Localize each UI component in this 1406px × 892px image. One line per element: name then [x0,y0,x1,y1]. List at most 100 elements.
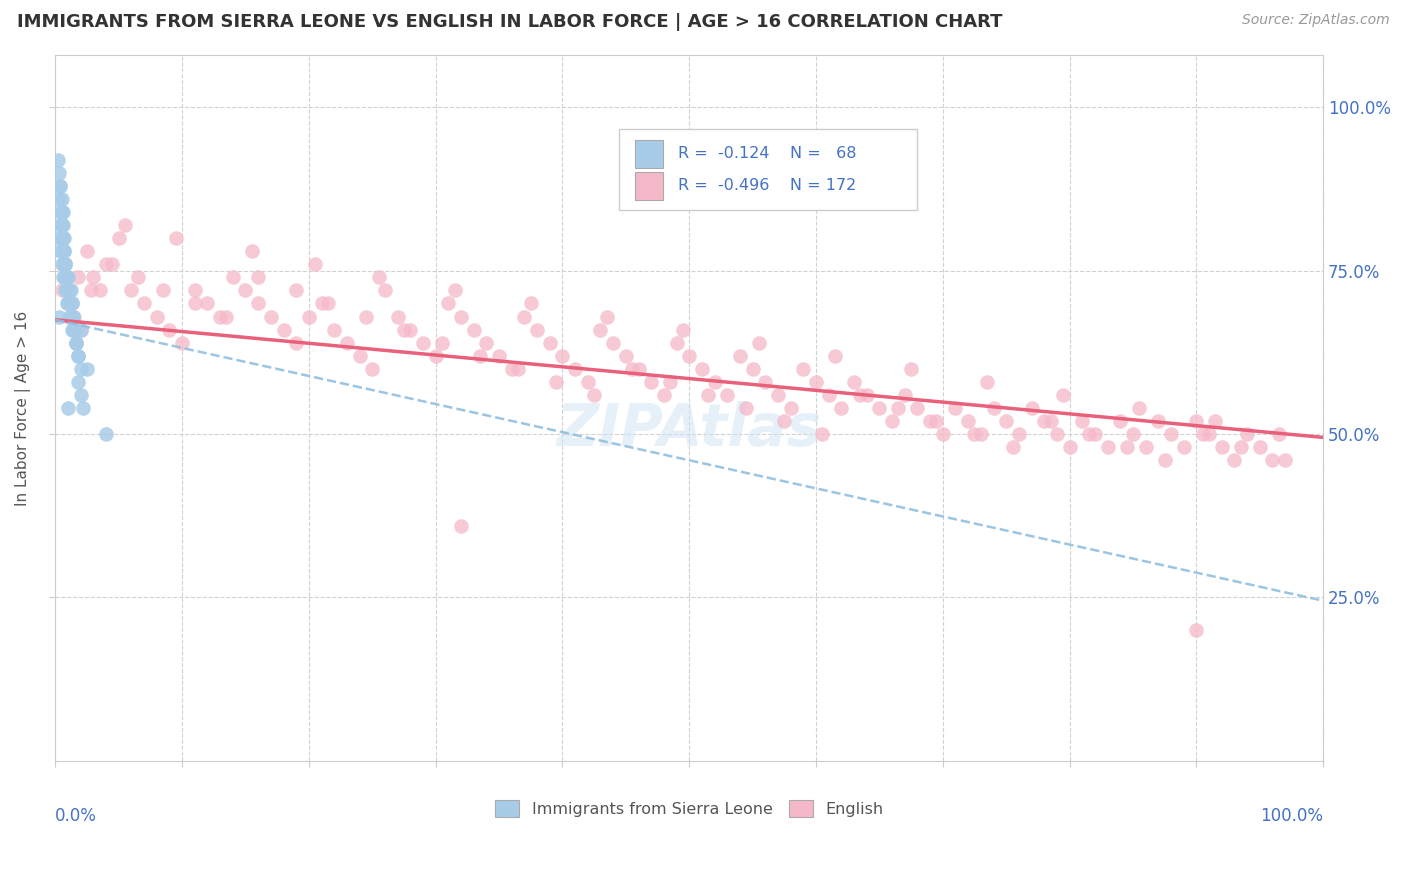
Point [1039,414,1062,428]
Point [1084,427,1107,442]
Point [830,401,852,415]
Bar [634,171,662,200]
Point [222,270,245,285]
Text: R =  -0.124    N =   68: R = -0.124 N = 68 [678,146,856,161]
Point [1268,427,1291,442]
Point [450,518,472,533]
Point [614,349,637,363]
Point [920,414,942,428]
Point [842,375,865,389]
Point [58,310,80,324]
Point [51,284,73,298]
Point [1160,427,1182,442]
Point [52,231,75,245]
Point [63,310,86,324]
Point [52,244,75,259]
Point [678,349,700,363]
Point [811,427,834,442]
Point [59,284,82,298]
Point [56,296,79,310]
Point [48,231,70,245]
Point [67,349,90,363]
Point [55,284,77,298]
Point [52,244,75,259]
Point [53,257,76,271]
Text: IMMIGRANTS FROM SIERRA LEONE VS ENGLISH IN LABOR FORCE | AGE > 16 CORRELATION CH: IMMIGRANTS FROM SIERRA LEONE VS ENGLISH … [17,13,1002,31]
Point [748,335,770,350]
Point [564,361,586,376]
Point [817,388,839,402]
Point [1191,427,1213,442]
Point [868,401,890,415]
Point [443,284,465,298]
FancyBboxPatch shape [620,129,918,211]
Point [65,335,87,350]
Point [468,349,491,363]
Point [627,361,650,376]
Point [412,335,434,350]
Point [716,388,738,402]
Text: Source: ZipAtlas.com: Source: ZipAtlas.com [1241,13,1389,28]
Point [488,349,510,363]
Point [374,284,396,298]
Point [59,310,82,324]
Point [53,244,76,259]
Point [387,310,409,324]
Point [235,284,257,298]
Point [53,270,76,285]
Point [652,388,675,402]
Point [849,388,872,402]
Point [513,310,536,324]
Point [1236,427,1258,442]
Point [773,414,796,428]
Point [59,296,82,310]
Legend: Immigrants from Sierra Leone, English: Immigrants from Sierra Leone, English [489,794,890,823]
Point [804,375,827,389]
Point [741,361,763,376]
Point [1077,427,1099,442]
Point [49,178,72,193]
Point [735,401,758,415]
Point [1249,440,1271,454]
Point [754,375,776,389]
Point [1223,453,1246,467]
Point [932,427,955,442]
Point [824,349,846,363]
Point [551,349,574,363]
Point [48,192,70,206]
Point [240,244,263,259]
Point [60,296,83,310]
Point [145,310,167,324]
Point [659,375,682,389]
Point [1153,453,1175,467]
Point [1097,440,1119,454]
Point [209,310,232,324]
Point [51,231,73,245]
Point [55,257,77,271]
Point [67,270,90,285]
Point [55,257,77,271]
Point [304,257,326,271]
Point [76,244,98,259]
Point [855,388,877,402]
Point [69,361,91,376]
Point [995,414,1018,428]
Point [55,296,77,310]
Point [49,244,72,259]
Point [728,349,751,363]
Point [1109,414,1132,428]
Point [354,310,377,324]
Point [60,322,83,336]
Text: 0.0%: 0.0% [55,806,97,825]
Point [94,427,117,442]
Point [506,361,529,376]
Point [945,401,967,415]
Point [640,375,662,389]
Point [55,257,77,271]
Point [425,349,447,363]
Point [127,270,149,285]
Point [80,284,103,298]
Point [56,270,79,285]
Point [165,231,187,245]
Point [65,335,87,350]
